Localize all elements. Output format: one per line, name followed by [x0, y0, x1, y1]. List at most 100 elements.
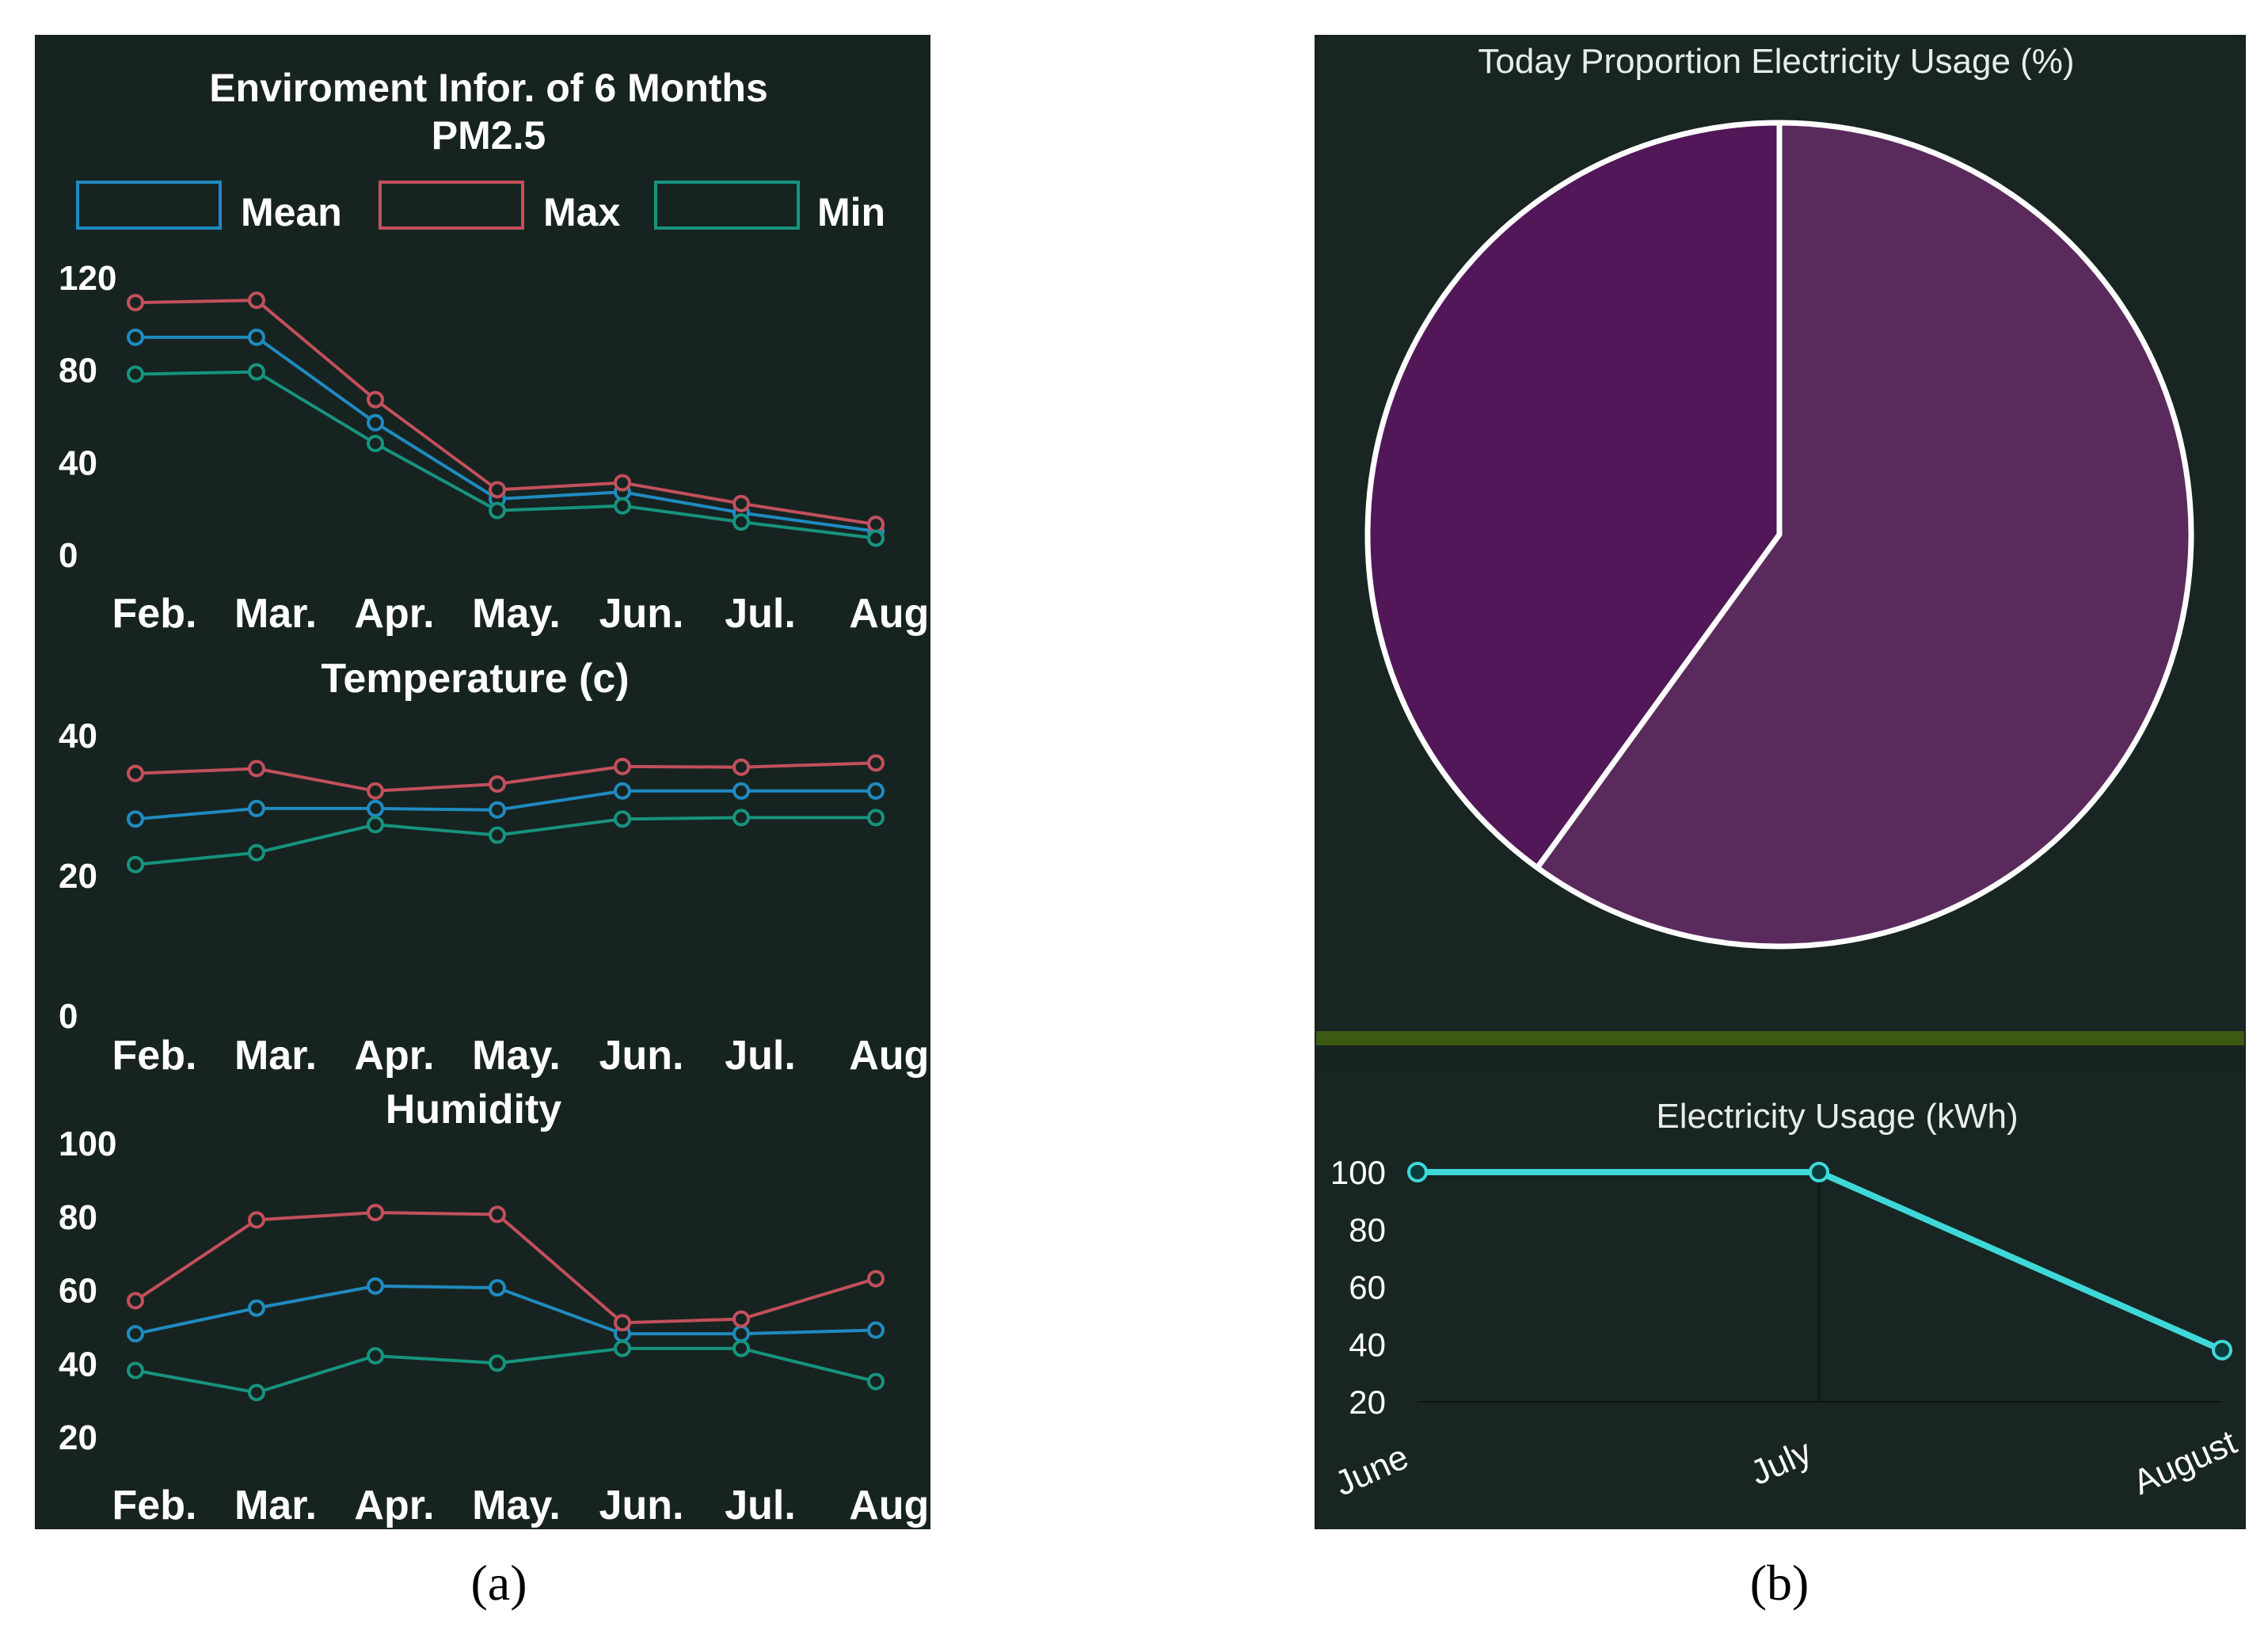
kwh-y-tick: 60: [1349, 1269, 1386, 1306]
panel-a: Enviroment Infor. of 6 Months PM2.5 Mean…: [35, 35, 941, 1529]
humidity-x-tick: Apr.: [354, 1483, 434, 1528]
humidity-y-tick: 40: [59, 1345, 97, 1384]
temperature-x-tick: Mar.: [234, 1033, 317, 1079]
kwh-y-tick: 40: [1349, 1327, 1386, 1364]
temperature-series-mean-point: [614, 782, 631, 800]
humidity-series-min-point: [867, 1372, 885, 1391]
temperature-series-min-point: [367, 816, 384, 834]
pm25-series-mean-point: [248, 328, 265, 346]
temperature-series-min-point: [733, 809, 750, 827]
pie-chart: [1364, 120, 2194, 950]
pm25-x-tick: Jun.: [599, 591, 684, 637]
humidity-series-max-point: [248, 1211, 265, 1229]
humidity-chart-title: Humidity: [386, 1087, 562, 1132]
pm25-x-tick: Mar.: [234, 591, 317, 637]
humidity-series-max-point: [614, 1314, 631, 1332]
temperature-y-tick: 0: [59, 997, 78, 1036]
temperature-x-tick: Apr.: [354, 1033, 434, 1079]
pm25-x-tick: Feb.: [112, 591, 197, 637]
pm25-y-tick: 0: [59, 536, 78, 575]
pm25-x-tick: Aug.: [849, 591, 941, 637]
humidity-series-max-point: [867, 1269, 885, 1288]
pm25-series-min-point: [127, 365, 144, 383]
legend-label-mean: Mean: [241, 190, 342, 234]
temperature-series-min-point: [489, 826, 506, 844]
humidity-series-mean-point: [489, 1279, 506, 1297]
temperature-x-tick: Jul.: [725, 1033, 796, 1079]
humidity-series-mean-point: [367, 1277, 384, 1295]
humidity-x-tick: Feb.: [112, 1483, 197, 1528]
humidity-series-min-point: [614, 1339, 631, 1357]
humidity-series-min-point: [367, 1346, 384, 1365]
legend-swatch-min: [654, 181, 800, 230]
humidity-series-min-point: [127, 1361, 144, 1380]
humidity-x-tick: Aug.: [849, 1483, 941, 1528]
temperature-chart-title: Temperature (c): [321, 656, 629, 702]
humidity-series-mean-point: [248, 1299, 265, 1317]
pm25-y-tick: 80: [59, 352, 97, 390]
temperature-series-max-point: [127, 764, 144, 782]
humidity-series-mean-point: [127, 1325, 144, 1343]
humidity-series-max-point: [733, 1310, 750, 1328]
kwh-point: [1407, 1162, 1428, 1182]
humidity-series-mean-point: [867, 1321, 885, 1339]
temperature-series-mean-point: [733, 782, 750, 800]
temperature-series-max-point: [367, 782, 384, 800]
pm25-series-min-point: [614, 497, 631, 515]
temperature-series-max-point: [248, 759, 265, 778]
pm25-series-max-point: [614, 474, 631, 492]
humidity-series-mean-point: [733, 1325, 750, 1343]
kwh-card: [1316, 1068, 2244, 1529]
humidity-series-max-point: [127, 1292, 144, 1310]
temperature-y-tick: 20: [59, 857, 97, 896]
pm25-series-mean-point: [367, 413, 384, 432]
pm25-series-min-point: [367, 435, 384, 452]
humidity-series-max-point: [489, 1205, 506, 1224]
temperature-series-max-point: [489, 775, 506, 793]
pie-slice-2: [1534, 120, 2194, 950]
panel-b: Today Proportion Electricity Usage (%) E…: [1315, 35, 2246, 1529]
temperature-y-tick: 40: [59, 717, 97, 756]
humidity-y-tick: 100: [59, 1125, 116, 1163]
humidity-x-tick: Jul.: [725, 1483, 796, 1528]
temperature-x-tick: Aug.: [849, 1033, 941, 1079]
kwh-point: [1809, 1162, 1829, 1182]
panel-a-background: [35, 35, 930, 1529]
pm25-chart: 0 40 80 120 Feb. Mar. Apr. May. Jun. Jul. Aug.: [59, 259, 941, 637]
pm25-x-tick: Jul.: [725, 591, 796, 637]
temperature-series-min-point: [248, 843, 265, 862]
humidity-y-tick: 80: [59, 1198, 97, 1237]
temperature-series-mean-point: [489, 801, 506, 819]
pm25-series-min-point: [733, 513, 750, 531]
temperature-series-max-point: [733, 758, 750, 776]
pie-slice-1: [1364, 120, 1783, 871]
pm25-series-max-point: [248, 291, 265, 310]
pie-chart-title: Today Proportion Electricity Usage (%): [1478, 42, 2074, 81]
temperature-series-mean-point: [367, 799, 384, 817]
temperature-x-tick: Jun.: [599, 1033, 684, 1079]
pm25-series-min-point: [248, 363, 265, 381]
pm25-y-tick: 40: [59, 443, 97, 482]
humidity-series-min-point: [489, 1354, 506, 1372]
temperature-series-mean-point: [248, 799, 265, 817]
legend: Mean Max Min: [76, 181, 885, 234]
pm25-series-max-point: [367, 390, 384, 409]
temperature-series-max-point: [614, 757, 631, 775]
pm25-x-tick: Apr.: [354, 591, 434, 637]
pm25-series-max-point: [127, 294, 144, 312]
temperature-series-min-point: [127, 855, 144, 874]
pm25-series-mean-point: [127, 328, 144, 346]
temperature-series-mean-point: [867, 782, 885, 800]
humidity-chart: 20 40 60 80 100 Feb. Mar. Apr. May. Jun. Jul. Aug.: [59, 1125, 941, 1528]
temperature-series-max-point: [867, 754, 885, 772]
humidity-x-tick: Mar.: [234, 1483, 317, 1528]
humidity-x-tick: May.: [472, 1483, 561, 1528]
panel-label-a: (a): [470, 1555, 527, 1611]
temperature-series-mean-point: [127, 810, 144, 828]
legend-label-min: Min: [817, 190, 885, 234]
kwh-chart-title: Electricity Usage (kWh): [1656, 1097, 2018, 1136]
humidity-y-tick: 60: [59, 1272, 97, 1311]
pm25-chart-subtitle: PM2.5: [432, 113, 546, 158]
humidity-y-tick: 20: [59, 1418, 97, 1457]
